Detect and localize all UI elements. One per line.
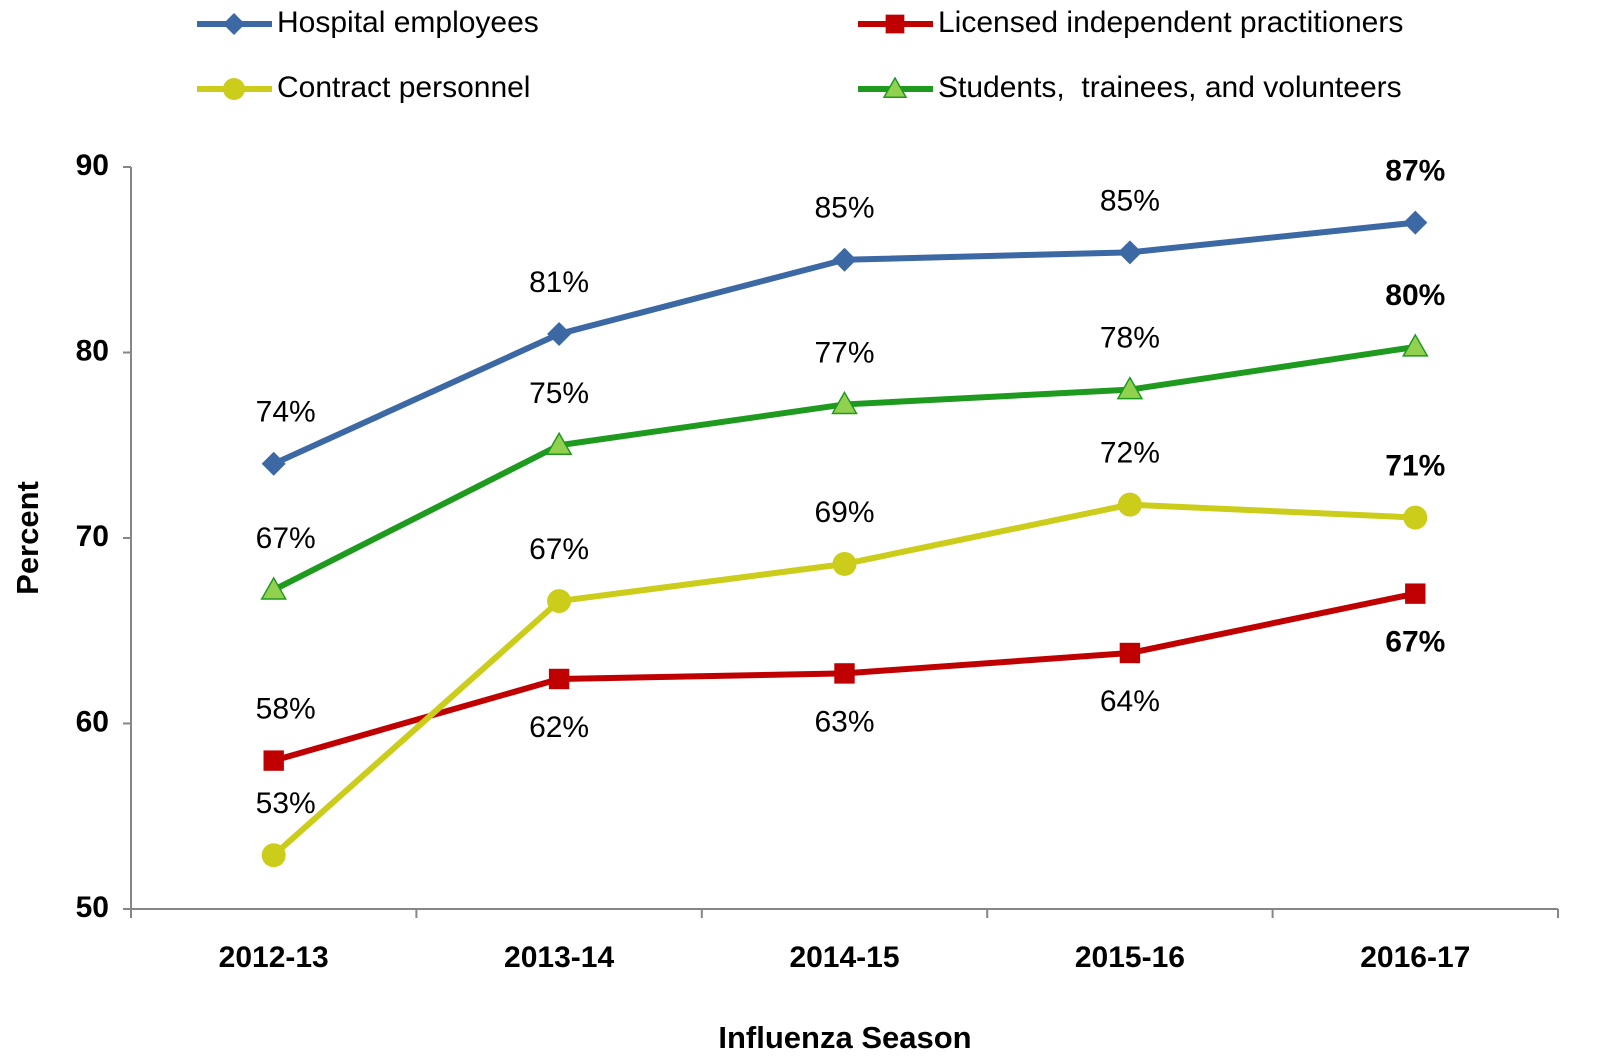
data-label: 80% [1385,279,1445,312]
data-point [1402,333,1429,357]
x-tick-label: 2014-15 [789,941,899,974]
x-tick-label: 2013-14 [504,941,614,974]
data-label: 67% [1385,626,1445,659]
data-point [832,247,857,272]
x-axis-title: Influenza Season [718,1020,971,1055]
legend-marker [223,13,245,35]
x-tick-label: 2016-17 [1360,941,1470,974]
data-point [832,551,857,576]
legend-label: Students, trainees, and volunteers [938,71,1402,104]
data-label: 75% [529,377,589,410]
legend-marker [223,78,245,100]
data-label: 62% [529,711,589,744]
data-point [834,663,855,684]
data-label: 85% [1100,184,1160,217]
legend-marker [882,76,908,98]
data-label: 53% [256,787,316,820]
data-point [831,390,858,415]
data-point [1117,240,1142,265]
data-label: 71% [1385,450,1445,483]
data-label: 85% [814,192,874,225]
data-label: 69% [814,496,874,529]
data-label: 64% [1100,685,1160,718]
data-point [260,576,287,600]
data-label: 58% [256,693,316,726]
data-label: 87% [1385,155,1445,188]
data-point [547,321,572,346]
data-label: 67% [256,522,316,555]
data-label: 74% [256,396,316,429]
legend-marker [885,14,905,34]
y-tick-label: 50 [76,891,109,924]
legend-label: Hospital employees [277,6,539,39]
data-point [547,589,572,614]
data-point [261,843,286,868]
data-point [1403,210,1428,235]
data-point [1117,492,1142,517]
data-point [1403,505,1428,530]
data-label: 81% [529,266,589,299]
y-tick-label: 80 [76,334,109,367]
y-tick-label: 90 [76,149,109,182]
data-point [261,451,286,476]
data-label: 78% [1100,322,1160,355]
data-point [1119,642,1141,664]
x-tick-label: 2015-16 [1075,941,1185,974]
data-label: 77% [814,336,874,369]
data-label: 67% [529,533,589,566]
y-axis-title: Percent [10,481,45,595]
y-tick-label: 60 [76,705,109,738]
x-tick-label: 2012-13 [219,941,329,974]
legend-label: Contract personnel [277,71,530,104]
y-tick-label: 70 [76,520,109,553]
data-point [1116,376,1144,400]
data-label: 63% [814,705,874,738]
data-label: 72% [1100,437,1160,470]
data-point [545,431,573,455]
data-point [263,750,284,771]
data-point [548,668,570,690]
data-point [1405,583,1426,604]
legend-label: Licensed independent practitioners [938,6,1403,39]
